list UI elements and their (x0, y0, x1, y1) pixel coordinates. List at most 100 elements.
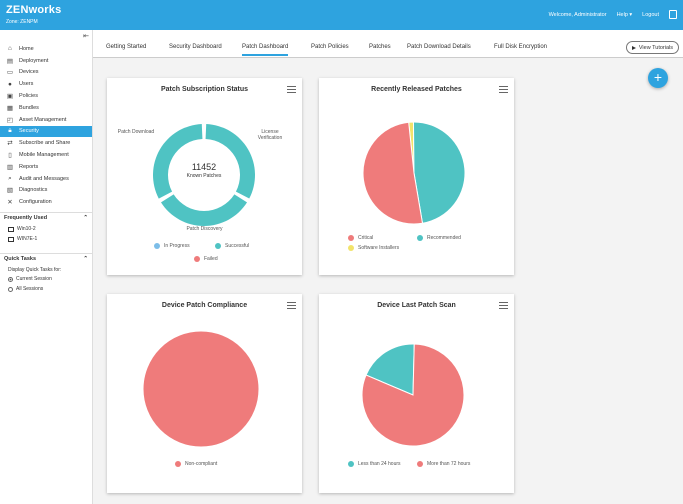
hamburger-menu-icon[interactable] (499, 86, 508, 95)
chevron-up-icon: ⌃ (83, 215, 88, 221)
sidebar-item-bundles[interactable]: ▦ Bundles (6, 104, 39, 112)
sidebar: ⇤ ⌂ Home ▤ Deployment ▭ Devices ● Users ▣ Pol… (0, 30, 93, 504)
legend-failed[interactable]: Failed (194, 256, 218, 262)
computer-icon (8, 236, 14, 242)
known-patches-count: 11452 (191, 162, 217, 172)
tab-patch-dashboard[interactable]: Patch Dashboard (242, 44, 289, 56)
sidebar-item-configuration[interactable]: ✕ Configuration (7, 199, 52, 207)
zone-label: Zone: ZENPM (6, 19, 38, 25)
sidebar-item-diagnostics[interactable]: ▧ Diagnostics (6, 187, 48, 195)
sidebar-item-deployment[interactable]: ▤ Deployment (6, 57, 49, 65)
add-widget-button[interactable]: + (648, 68, 668, 88)
radio-current-session[interactable]: Current Session (8, 276, 52, 282)
radio-all-sessions[interactable]: All Sessions (8, 286, 43, 292)
collapse-sidebar-icon[interactable]: ⇤ (83, 33, 89, 40)
play-icon (631, 45, 636, 50)
legend-more-than-72-hours[interactable]: More than 72 hours (417, 461, 470, 467)
donut-segment-patch-download[interactable] (205, 124, 255, 199)
quick-tasks-header[interactable]: Quick Tasks ⌃ (0, 253, 92, 264)
configuration-icon: ✕ (7, 199, 13, 207)
sidebar-item-devices[interactable]: ▭ Devices (6, 69, 39, 77)
legend-in-progress[interactable]: In Progress (154, 243, 190, 249)
card-recently-released-patches: Recently Released Patches Critical Recom… (319, 78, 514, 275)
view-tutorials-button[interactable]: View Tutorials (625, 41, 679, 54)
top-nav: Welcome, Administrator Help ▾ Logout (549, 10, 677, 19)
pie-chart (361, 343, 465, 447)
pie-slice-non-compliant[interactable] (142, 330, 260, 448)
card-title: Patch Subscription Status (160, 86, 249, 93)
frequent-item-win7e-1[interactable]: WIN7E-1 (8, 236, 37, 242)
chevron-down-icon: ▾ (629, 11, 633, 18)
tab-patch-download-details[interactable]: Patch Download Details (407, 44, 471, 50)
hamburger-menu-icon[interactable] (499, 302, 508, 311)
legend-successful[interactable]: Successful (215, 243, 249, 249)
sidebar-item-asset-management[interactable]: ◰ Asset Management (6, 116, 67, 124)
pie-chart (362, 121, 466, 225)
sidebar-item-reports[interactable]: ▥ Reports (6, 163, 39, 171)
chevron-up-icon: ⌃ (83, 256, 88, 262)
sidebar-item-home[interactable]: ⌂ Home (0, 43, 92, 55)
help-menu[interactable]: Help ▾ (616, 11, 633, 18)
donut-segment-license-verification[interactable] (160, 194, 248, 226)
logout-link[interactable]: Logout (642, 11, 659, 18)
sidebar-item-policies[interactable]: ▣ Policies (6, 93, 38, 101)
frequent-item-win10-2[interactable]: Win10-2 (8, 226, 36, 232)
tab-getting-started[interactable]: Getting Started (106, 44, 147, 50)
pie-chart (142, 330, 260, 448)
legend-less-than-24-hours[interactable]: Less than 24 hours (348, 461, 401, 467)
reports-icon: ▥ (6, 163, 14, 171)
sidebar-item-subscribe-and-share[interactable]: ⇄ Subscribe and Share (7, 140, 71, 148)
policies-icon: ▣ (6, 93, 14, 101)
card-device-patch-compliance: Device Patch Compliance Non-compliant (107, 294, 302, 493)
tab-patches[interactable]: Patches (369, 44, 391, 50)
pie-slice-critical[interactable] (362, 121, 424, 225)
devices-icon: ▭ (6, 69, 14, 77)
users-icon: ● (8, 80, 12, 88)
segment-label-patch-download: Patch Download (117, 129, 155, 135)
asset-icon: ◰ (6, 116, 14, 124)
computer-icon (8, 226, 14, 232)
card-title: Device Patch Compliance (161, 302, 248, 309)
sidebar-item-users[interactable]: ● Users (0, 78, 92, 90)
tab-patch-policies[interactable]: Patch Policies (311, 44, 349, 50)
hamburger-menu-icon[interactable] (287, 86, 296, 95)
card-title: Recently Released Patches (371, 86, 462, 93)
quick-tasks-display-label: Display Quick Tasks for: (8, 267, 62, 273)
diagnostics-icon: ▧ (6, 187, 14, 195)
radio-icon (8, 276, 13, 282)
lock-icon: 🔒︎ (8, 127, 12, 135)
frequently-used-header[interactable]: Frequently Used ⌃ (0, 212, 92, 223)
sidebar-nav: ⌂ Home ▤ Deployment ▭ Devices ● Users ▣ Polic… (0, 43, 92, 208)
known-patches-label: Known Patches (186, 173, 222, 179)
card-patch-subscription-status: Patch Subscription Status Patch Download… (107, 78, 302, 275)
tab-security-dashboard[interactable]: Security Dashboard (169, 44, 222, 50)
card-title: Device Last Patch Scan (377, 302, 456, 309)
top-bar: ZENworks Zone: ZENPM Welcome, Administra… (0, 0, 683, 30)
home-icon: ⌂ (8, 45, 12, 53)
card-device-last-patch-scan: Device Last Patch Scan Less than 24 hour… (319, 294, 514, 493)
document-icon[interactable] (669, 10, 677, 19)
legend-non-compliant[interactable]: Non-compliant (175, 461, 217, 467)
pie-slice-less-than-24-hours[interactable] (365, 343, 415, 396)
bundles-icon: ▦ (6, 104, 14, 112)
sidebar-item-mobile-management[interactable]: ▯ Mobile Management (0, 149, 92, 161)
sidebar-item-security[interactable]: 🔒︎ Security (0, 125, 92, 138)
segment-label-patch-discovery: Patch Discovery (186, 226, 223, 232)
legend-software-installers[interactable]: Software Installers (348, 245, 399, 251)
audit-icon: ⌕ (8, 174, 12, 182)
sidebar-item-audit-and-messages[interactable]: ⌕ Audit and Messages (0, 173, 92, 185)
pie-slice-recommended[interactable] (412, 121, 466, 224)
mobile-icon: ▯ (8, 152, 12, 160)
radio-icon (8, 286, 13, 292)
hamburger-menu-icon[interactable] (287, 302, 296, 311)
brand-logo[interactable]: ZENworks (6, 4, 62, 16)
deployment-icon: ▤ (6, 57, 14, 65)
welcome-link[interactable]: Welcome, Administrator (548, 11, 607, 18)
legend-recommended[interactable]: Recommended (417, 235, 461, 241)
pie-slice-more-than-72-hours[interactable] (361, 343, 465, 447)
tab-full-disk-encryption[interactable]: Full Disk Encryption (494, 44, 548, 50)
tab-bar: Getting Started Security Dashboard Patch… (93, 30, 683, 58)
donut-segment-patch-discovery[interactable] (153, 124, 203, 199)
legend-critical[interactable]: Critical (348, 235, 373, 241)
subscribe-icon: ⇄ (7, 140, 13, 148)
